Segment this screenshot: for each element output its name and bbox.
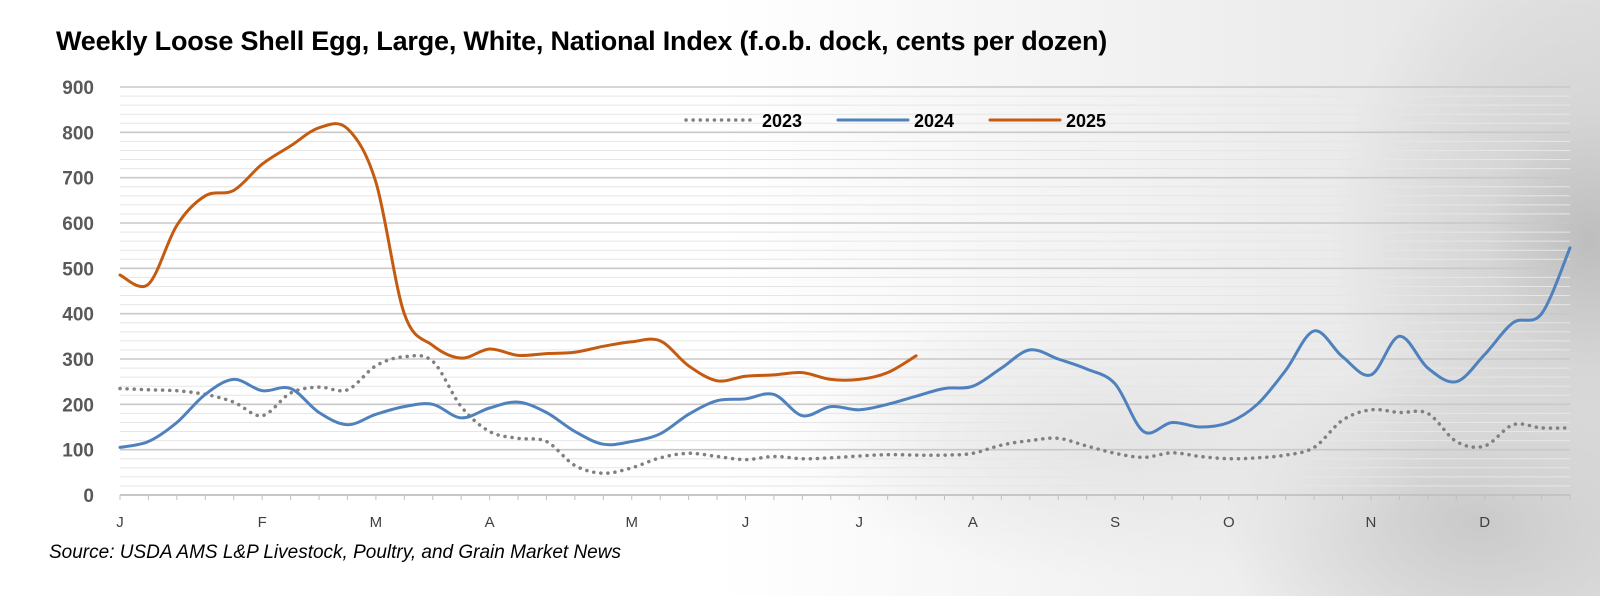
y-tick-label: 200: [62, 395, 94, 416]
x-month-label: O: [1223, 514, 1235, 531]
legend-label-2024: 2024: [914, 111, 954, 131]
y-tick-label: 600: [62, 214, 94, 235]
y-tick-label: 500: [62, 259, 94, 280]
y-tick-label: 700: [62, 169, 94, 190]
series-line-2025: [118, 122, 918, 383]
x-month-label: S: [1110, 514, 1120, 531]
x-month-label: N: [1366, 514, 1377, 531]
y-tick-label: 0: [83, 486, 94, 507]
legend-label-2025: 2025: [1066, 111, 1106, 131]
y-tick-label: 300: [62, 350, 94, 371]
x-month-label: F: [258, 514, 267, 531]
y-tick-label: 900: [62, 78, 94, 99]
x-month-label: J: [116, 514, 124, 531]
x-month-label: A: [485, 514, 495, 531]
chart-title: Weekly Loose Shell Egg, Large, White, Na…: [56, 26, 1108, 56]
y-tick-label: 400: [62, 305, 94, 326]
source-note: Source: USDA AMS L&P Livestock, Poultry,…: [49, 542, 621, 563]
x-month-label: D: [1479, 514, 1490, 531]
x-month-label: M: [370, 514, 383, 531]
series-lines: [118, 122, 1572, 475]
gridlines: [120, 86, 1570, 496]
x-month-label: M: [626, 514, 639, 531]
y-axis: 0 100 200 300 400 500 600 700 800 900: [62, 78, 94, 507]
y-tick-label: 100: [62, 441, 94, 462]
y-tick-label: 800: [62, 123, 94, 144]
legend: 2023 2024 2025: [684, 111, 1106, 131]
series-line-2023: [118, 353, 1572, 475]
series-line-2024: [118, 246, 1572, 449]
x-month-label: A: [968, 514, 978, 531]
x-month-label: J: [742, 514, 750, 531]
legend-label-2023: 2023: [762, 111, 802, 131]
x-month-label: J: [855, 514, 863, 531]
